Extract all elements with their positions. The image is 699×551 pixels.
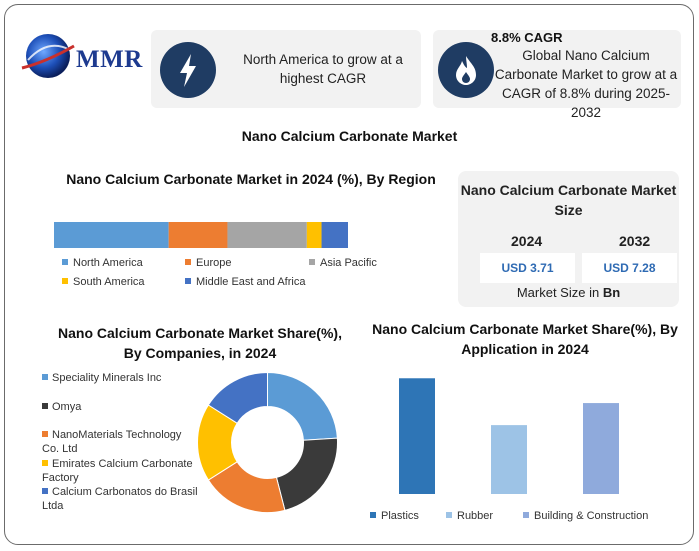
logo-text: MMR	[76, 46, 143, 73]
application-chart-title: Nano Calcium Carbonate Market Share(%), …	[372, 321, 678, 357]
cagr-title: 8.8% CAGR	[491, 30, 563, 45]
application-bar	[583, 403, 619, 494]
insight-card-cagr: 8.8% CAGR Global Nano Calcium Carbonate …	[433, 30, 681, 120]
mmr-logo: MMR	[18, 28, 148, 88]
legend-swatch	[523, 512, 529, 518]
legend-plastics: Plastics	[370, 510, 419, 522]
legend-swatch	[42, 460, 48, 466]
donut-slice	[267, 371, 338, 441]
legend-swatch	[42, 488, 48, 494]
legend-north-america: North America	[62, 257, 143, 269]
legend-label: Middle East and Africa	[196, 276, 306, 288]
legend-asia-pacific: Asia Pacific	[309, 257, 377, 269]
legend-label: Plastics	[381, 510, 419, 522]
lightning-icon	[160, 42, 216, 98]
market-size-unit: Market Size in Bn	[458, 285, 679, 300]
legend-label: Europe	[196, 257, 232, 269]
region-bar-segment	[168, 222, 228, 248]
legend-nanomaterials: NanoMaterials Technology Co. Ltd	[42, 428, 192, 456]
legend-swatch	[370, 512, 376, 518]
unit-prefix: Market Size in	[516, 285, 603, 300]
region-chart-title: Nano Calcium Carbonate Market in 2024 (%…	[66, 171, 436, 187]
region-bar-segment	[54, 222, 169, 248]
legend-label: NanoMaterials Technology Co. Ltd	[42, 429, 182, 455]
page-title: Nano Calcium Carbonate Market	[241, 128, 458, 144]
legend-label: North America	[73, 257, 143, 269]
application-bar	[491, 425, 527, 494]
donut-slice	[275, 437, 338, 511]
legend-building-construction: Building & Construction	[523, 510, 648, 522]
legend-swatch	[62, 259, 68, 265]
legend-label: Omya	[52, 401, 82, 413]
value-2024: USD 3.71	[480, 253, 575, 283]
year-2024: 2024	[511, 233, 543, 249]
application-bar	[399, 378, 435, 494]
region-stacked-bar	[54, 222, 348, 248]
legend-swatch	[185, 259, 191, 265]
legend-label: Rubber	[457, 510, 494, 522]
application-bar-chart	[399, 378, 619, 494]
legend-swatch	[42, 431, 48, 437]
legend-south-america: South America	[62, 276, 145, 288]
legend-swatch	[42, 374, 48, 380]
legend-label: Speciality Minerals Inc	[52, 372, 162, 384]
legend-swatch	[309, 259, 315, 265]
region-bar-segment	[227, 222, 307, 248]
legend-emirates: Emirates Calcium Carbonate Factory	[42, 457, 202, 485]
cagr-text: Global Nano Calcium Carbonate Market to …	[494, 48, 678, 120]
legend-label: Calcium Carbonatos do Brasil Ltda	[42, 486, 198, 512]
infographic-frame	[4, 4, 694, 545]
market-size-card: Nano Calcium Carbonate Market Size 2024 …	[458, 171, 679, 307]
legend-swatch	[62, 278, 68, 284]
legend-carbonatos-brasil: Calcium Carbonatos do Brasil Ltda	[42, 485, 202, 513]
legend-rubber: Rubber	[446, 510, 493, 522]
companies-donut-chart	[197, 371, 338, 513]
region-bar-segment	[306, 222, 322, 248]
globe-icon	[21, 34, 75, 78]
companies-chart-title: Nano Calcium Carbonate Market Share(%), …	[58, 325, 342, 361]
legend-label: Emirates Calcium Carbonate Factory	[42, 458, 193, 484]
legend-swatch	[185, 278, 191, 284]
region-bar-segment	[321, 222, 348, 248]
insight-text-growth: North America to grow at a highest CAGR	[243, 52, 403, 86]
donut-slice	[207, 371, 268, 424]
legend-swatch	[446, 512, 452, 518]
value-2032: USD 7.28	[582, 253, 677, 283]
legend-swatch	[42, 403, 48, 409]
legend-label: Building & Construction	[534, 510, 649, 522]
legend-speciality-minerals: Speciality Minerals Inc	[42, 371, 207, 385]
legend-middle-east-africa: Middle East and Africa	[185, 276, 305, 288]
market-size-title: Nano Calcium Carbonate Market Size	[460, 182, 677, 218]
year-2032: 2032	[619, 233, 651, 249]
legend-europe: Europe	[185, 257, 231, 269]
unit-value: Bn	[602, 285, 621, 300]
insight-card-growth: North America to grow at a highest CAGR	[151, 30, 421, 108]
legend-omya: Omya	[42, 400, 207, 414]
flame-icon	[438, 42, 494, 98]
legend-label: Asia Pacific	[320, 257, 377, 269]
legend-label: South America	[73, 276, 145, 288]
